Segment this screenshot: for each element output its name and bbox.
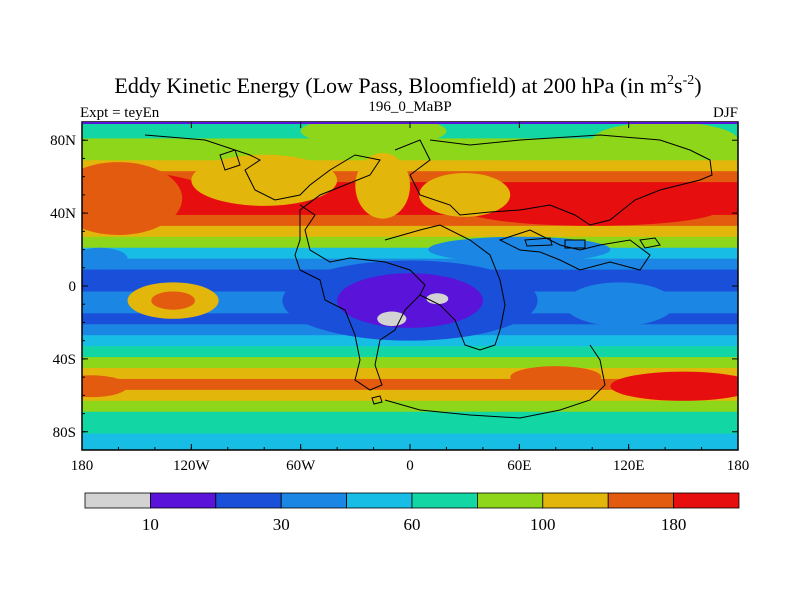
contour-band [82, 149, 738, 161]
contour-region [564, 282, 675, 327]
coastline-antarctica [384, 344, 606, 419]
contour-region [510, 366, 602, 389]
coastline-island-c [639, 237, 661, 249]
contour-region [426, 293, 449, 305]
contour-region [151, 291, 195, 310]
colorbar-bin [411, 492, 478, 509]
contour-band [82, 225, 738, 238]
coastline-south-asia [498, 229, 651, 271]
coastline-africa [384, 224, 506, 351]
contour-region [300, 122, 447, 146]
colorbar-tick-label: 180 [661, 515, 687, 534]
colorbar-bin [476, 492, 544, 509]
contour-band [82, 378, 738, 391]
x-tick-label: 180 [727, 458, 750, 474]
coastline-island-a [524, 237, 553, 247]
contour-region [82, 162, 183, 235]
colorbar: 10 30 60 100 180 [84, 492, 740, 534]
contour-region [592, 122, 738, 159]
x-tick-label: 60E [507, 458, 531, 474]
contour-region [82, 247, 128, 270]
contour-band [82, 193, 738, 205]
y-tick-label: 80S [53, 425, 76, 441]
colorbar-bin [215, 492, 282, 509]
colorbar-tick-label: 60 [404, 515, 421, 534]
contour-band [82, 346, 738, 358]
run-label: 196_0_MaBP [368, 99, 451, 115]
colorbar-tick-label: 30 [273, 515, 290, 534]
y-axis: 80N 40N 0 40S 80S [50, 133, 738, 441]
contour-band [82, 411, 738, 424]
contour-region [355, 152, 410, 219]
coastlines [144, 134, 713, 419]
colorbar-tick-label: 100 [530, 515, 556, 534]
colorbar-bin [346, 492, 413, 509]
contour-band [82, 335, 738, 347]
colorbar-bin [280, 492, 348, 509]
colorbar-bin [84, 492, 151, 509]
colorbar-bin [607, 492, 675, 509]
coastline-island-b [564, 239, 586, 249]
contour-region [191, 154, 338, 206]
contour-band [82, 422, 738, 435]
contour-band [82, 171, 738, 183]
experiment-label: Expt = teyEn [80, 105, 160, 121]
colorbar-bin [149, 492, 217, 509]
season-label: DJF [713, 105, 738, 121]
contour-band [82, 236, 738, 249]
contour-band [82, 247, 738, 260]
coastline-greenland [219, 149, 241, 171]
colorbar-bin [542, 492, 609, 509]
x-axis: 180 120W 60W 0 60E 120E 180 [71, 122, 750, 474]
x-tick-label: 0 [406, 458, 414, 474]
y-tick-label: 40S [53, 352, 76, 368]
colorbar-bin [673, 492, 740, 509]
contour-band [82, 214, 738, 227]
coastline-island-d [371, 395, 383, 405]
contour-band [82, 357, 738, 369]
contour-region [610, 371, 738, 401]
y-tick-label: 40N [50, 206, 76, 222]
contour-band [82, 182, 738, 194]
coastline-eurasia [394, 134, 713, 226]
contour-band [82, 368, 738, 380]
contour-region [419, 173, 511, 217]
x-tick-label: 120E [613, 458, 645, 474]
contour-band [82, 400, 738, 413]
x-tick-label: 60W [286, 458, 316, 474]
contour-band [82, 204, 738, 216]
contour-region [464, 193, 720, 226]
contour-band [82, 389, 738, 402]
x-tick-label: 180 [71, 458, 94, 474]
y-tick-label: 80N [50, 133, 76, 149]
colorbar-tick-label: 10 [142, 515, 159, 534]
chart-title: Eddy Kinetic Energy (Low Pass, Bloomfiel… [114, 73, 701, 98]
contour-region [82, 375, 128, 398]
contour-band [82, 433, 738, 446]
y-tick-label: 0 [69, 279, 77, 295]
contour-region [377, 311, 407, 327]
contour-region [337, 273, 483, 328]
x-tick-label: 120W [173, 458, 211, 474]
contour-band [82, 160, 738, 172]
coastline-americas [144, 134, 426, 391]
contour-field [82, 122, 738, 450]
